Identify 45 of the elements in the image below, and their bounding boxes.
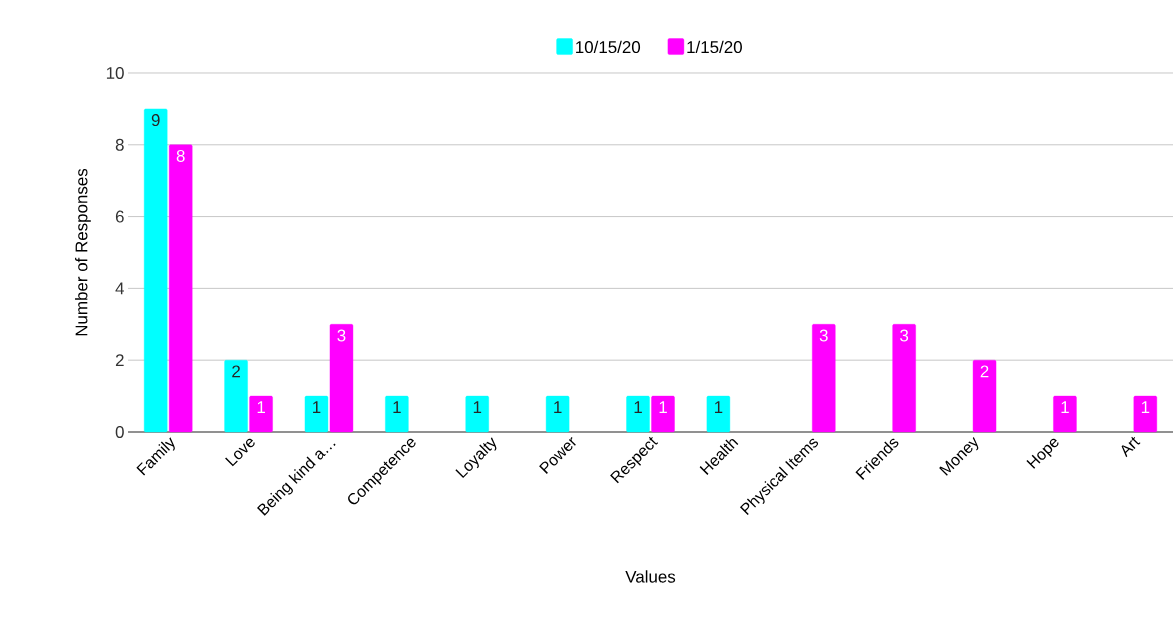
y-tick-label: 8 [115, 138, 124, 151]
bar [169, 144, 193, 433]
data-label: 3 [900, 329, 909, 342]
data-label: 1 [313, 401, 321, 413]
bar [249, 395, 273, 433]
bar [329, 324, 354, 433]
x-tick-label: Art [1121, 436, 1141, 458]
y-tick-label: 2 [115, 354, 124, 367]
legend-label: 10/15/20 [576, 40, 641, 54]
data-label: 1 [714, 401, 723, 413]
bar [1053, 395, 1077, 433]
data-label: 2 [980, 365, 989, 378]
y-tick-label: 0 [115, 425, 124, 438]
x-axis-title: Values [625, 570, 676, 583]
data-label: 3 [819, 329, 828, 342]
data-label: 3 [337, 329, 346, 342]
y-tick-label: 10 [106, 66, 124, 79]
bar [224, 359, 248, 433]
data-label: 1 [1141, 401, 1150, 413]
y-tick-label: 6 [115, 210, 124, 223]
bar [972, 359, 997, 433]
data-label: 1 [554, 401, 562, 413]
data-label: 1 [1061, 401, 1069, 413]
bar [812, 324, 836, 433]
data-label: 1 [659, 401, 667, 413]
data-label: 1 [473, 401, 482, 413]
bar [465, 395, 489, 433]
bar [304, 395, 329, 433]
data-label: 1 [257, 401, 265, 413]
data-label: 1 [634, 401, 642, 413]
data-label: 9 [151, 114, 160, 127]
y-tick-label: 4 [115, 282, 124, 295]
data-label: 1 [393, 401, 401, 413]
y-axis-title: Number of Responses [75, 168, 91, 336]
bar [545, 395, 570, 433]
bar [1133, 395, 1158, 433]
bar [144, 108, 168, 433]
bar [651, 395, 675, 433]
bar [706, 395, 731, 433]
legend-label: 1/15/20 [687, 40, 742, 54]
bar [385, 395, 409, 433]
data-label: 2 [232, 365, 240, 378]
bar [892, 324, 916, 433]
data-label: 8 [176, 149, 185, 162]
bar [626, 395, 650, 433]
